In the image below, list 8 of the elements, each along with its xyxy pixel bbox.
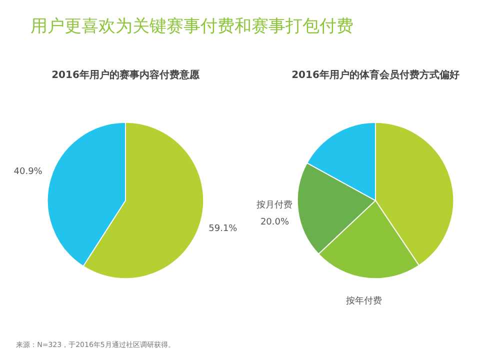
slice-label: 按月付费 bbox=[256, 199, 293, 210]
data-label: 40.9% bbox=[14, 166, 43, 177]
text: 用户更喜欢为关键赛事付费和赛事打包付费 bbox=[30, 16, 354, 36]
data-label: 59.1% bbox=[208, 224, 238, 234]
chart-title: 2016年用户的赛事内容付费意愿 bbox=[52, 69, 200, 82]
slice-label: 按年付费 bbox=[346, 295, 382, 306]
chart-title: 2016年用户的体育会员付费方式偏好 bbox=[292, 69, 460, 82]
data-label: 20.0% bbox=[260, 218, 290, 228]
